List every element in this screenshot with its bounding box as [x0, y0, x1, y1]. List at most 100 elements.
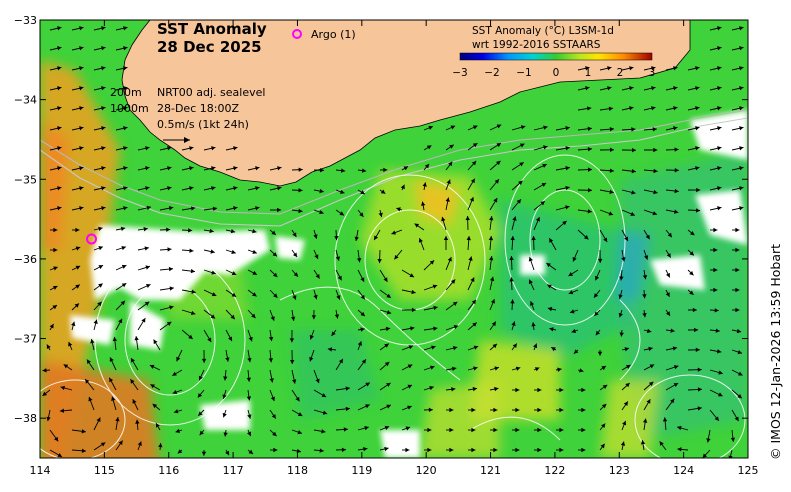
y-tick-label: −36 — [14, 253, 37, 266]
x-tick-label: 118 — [287, 464, 308, 477]
current-vector-head — [471, 447, 476, 453]
current-vector-head — [491, 321, 496, 327]
current-vector-head — [673, 383, 679, 387]
current-vector-head — [494, 366, 499, 371]
current-vector-head — [535, 217, 540, 222]
current-vector-head — [63, 364, 69, 369]
current-vector-head — [339, 189, 345, 194]
current-vector-head — [54, 436, 59, 442]
current-vector-head — [197, 393, 203, 398]
current-vector-head — [449, 427, 454, 433]
current-vector-head — [363, 446, 368, 452]
current-vector-head — [519, 143, 525, 148]
current-vector-head — [201, 358, 207, 363]
current-vector-head — [607, 86, 612, 91]
current-vector-head — [57, 86, 62, 91]
current-vector-head — [466, 236, 471, 241]
current-vector-head — [546, 263, 551, 268]
current-vector-head — [651, 106, 656, 111]
current-vector-head — [228, 336, 233, 342]
current-vector-head — [57, 66, 62, 71]
current-vector-head — [98, 283, 103, 288]
current-vector-head — [57, 186, 62, 191]
current-vector-head — [449, 144, 454, 149]
current-vector-head — [360, 277, 365, 282]
current-vector-head — [697, 367, 702, 372]
current-vector-head — [189, 146, 194, 151]
argo-float-marker[interactable] — [85, 233, 97, 245]
current-vector-head — [557, 367, 562, 372]
current-vector-head — [100, 442, 106, 447]
current-vector-head — [648, 381, 654, 387]
current-vector-head — [150, 384, 155, 389]
current-vector-head — [272, 252, 278, 257]
current-vector-head — [673, 365, 679, 370]
current-vector-head — [631, 168, 636, 174]
current-vector-head — [130, 379, 135, 384]
current-vector-head — [625, 382, 630, 388]
current-vector-head — [137, 441, 142, 446]
current-vector-head — [718, 370, 723, 375]
current-vector-head — [735, 247, 740, 253]
current-vector-head — [429, 385, 434, 391]
current-vector-head — [565, 146, 570, 151]
current-vector-head — [394, 254, 399, 260]
current-vector-head — [359, 212, 364, 217]
current-vector-head — [695, 86, 700, 91]
current-vector-head — [441, 216, 446, 222]
current-vector-head — [714, 416, 719, 421]
current-vector-head — [706, 438, 711, 443]
current-vector-head — [717, 26, 722, 31]
current-vector-head — [309, 356, 314, 362]
current-vector-head — [430, 365, 435, 370]
x-tick-label: 115 — [94, 464, 115, 477]
current-vector-head — [211, 270, 216, 275]
current-vector-head — [408, 345, 414, 350]
current-vector-head — [271, 230, 276, 235]
current-vector-head — [653, 189, 658, 195]
current-vector-head — [644, 255, 649, 260]
current-vector-head — [357, 341, 362, 346]
current-vector-head — [411, 289, 416, 295]
current-vector-head — [230, 229, 236, 234]
current-vector-head — [166, 321, 172, 326]
current-vector-head — [233, 146, 238, 151]
current-vector-head — [739, 146, 744, 151]
current-vector-head — [167, 166, 172, 171]
current-vector-head — [695, 347, 700, 353]
current-vector-head — [531, 322, 536, 327]
current-vector-head — [290, 316, 296, 321]
current-vector-head — [225, 357, 230, 362]
current-vector-head — [101, 166, 106, 171]
current-vector-head — [739, 106, 744, 111]
colorbar-tick-label: 0 — [553, 67, 560, 79]
current-vector-head — [677, 447, 682, 452]
colorbar-tick-label: −2 — [484, 67, 499, 79]
current-vector-head — [429, 260, 435, 265]
current-vector-head — [642, 274, 648, 280]
current-vector-head — [383, 277, 388, 282]
current-vector-head — [131, 358, 135, 363]
colorbar — [459, 52, 653, 61]
current-vector-head — [431, 345, 436, 350]
current-vector-head — [407, 364, 413, 369]
current-vector-head — [338, 358, 343, 364]
y-tick-label: −37 — [14, 333, 37, 346]
current-vector-head — [623, 401, 628, 406]
current-vector-head — [343, 427, 348, 432]
current-vector-head — [473, 366, 478, 371]
current-vector-head — [169, 305, 174, 310]
current-vector-head — [251, 313, 256, 319]
current-vector-head — [428, 407, 433, 413]
current-vector-head — [713, 247, 718, 253]
current-vector-head — [123, 46, 128, 51]
colorbar-title: SST Anomaly (°C) L3SM-1d — [472, 25, 614, 37]
current-vector-head — [145, 146, 150, 151]
current-vector-head — [470, 277, 475, 282]
current-vector-head — [319, 167, 325, 173]
current-vector-head — [365, 404, 370, 409]
current-vector-head — [400, 184, 405, 190]
current-vector-head — [175, 428, 180, 433]
current-vector-head — [509, 256, 514, 261]
current-vector-head — [447, 257, 452, 262]
